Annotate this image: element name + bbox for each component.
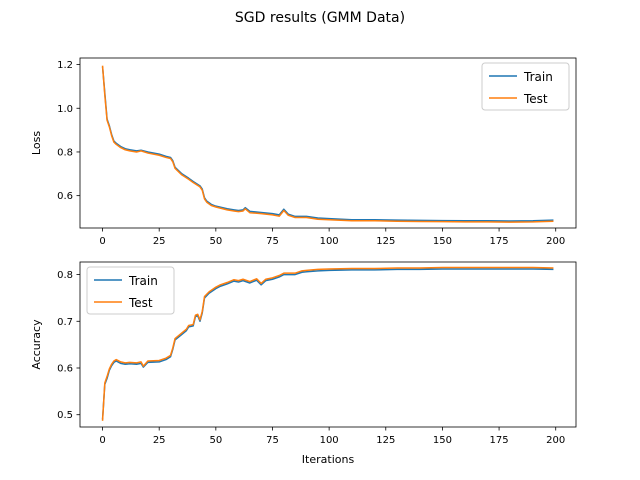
y-tick-label: 0.6 [57,363,73,374]
y-axis-label: Loss [30,131,43,155]
y-tick-label: 0.8 [57,270,73,281]
x-tick-label: 75 [266,435,279,446]
plot-frame [79,261,577,428]
legend-label-train: Train [523,70,553,84]
legend-label-train: Train [128,274,158,288]
series-line-test [101,65,554,223]
legend-label-test: Test [128,296,153,310]
y-tick-label: 0.8 [57,147,73,158]
x-tick-label: 175 [490,435,509,446]
legend: Train Test [86,266,175,315]
y-tick-label: 0.5 [57,410,73,421]
x-tick-label: 200 [546,236,565,247]
x-tick-label: 200 [546,435,565,446]
x-tick-label: 150 [433,236,452,247]
x-tick-label: 50 [209,435,222,446]
x-tick-label: 150 [433,435,452,446]
y-tick-label: 0.6 [57,191,73,202]
x-tick-label: 75 [266,236,279,247]
x-tick-label: 125 [376,435,395,446]
y-axis-label: Accuracy [30,319,43,370]
x-tick-label: 175 [490,236,509,247]
x-tick-label: 25 [153,435,166,446]
x-tick-label: 0 [99,435,105,446]
y-tick-label: 1.2 [57,60,73,71]
x-tick-label: 50 [209,236,222,247]
legend-label-test: Test [523,92,548,106]
legend: Train Test [481,62,570,111]
y-tick-label: 1.0 [57,104,73,115]
figure-suptitle: SGD results (GMM Data) [235,10,405,26]
chart-panels: 0 25 50 75 100 125 150 175 200 0.6 0.8 1.0 1.2 Loss Tr… [30,57,577,466]
y-tick-label: 0.7 [57,317,73,328]
chart-panel-2: 0 25 50 75 100 125 150 175 200 0.5 0.6 0.7 0.8 Accura… [30,261,577,466]
x-axis-label: Iterations [302,453,355,466]
x-tick-label: 0 [99,236,105,247]
x-tick-label: 100 [320,435,339,446]
x-tick-label: 100 [320,236,339,247]
x-tick-label: 25 [153,236,166,247]
series-line-train [101,268,554,420]
series-line-train [101,66,554,222]
x-tick-label: 125 [376,236,395,247]
chart-panel-1: 0 25 50 75 100 125 150 175 200 0.6 0.8 1.0 1.2 Loss Tr… [30,57,577,247]
plot-frame [79,57,577,229]
series-line-test [101,266,554,421]
